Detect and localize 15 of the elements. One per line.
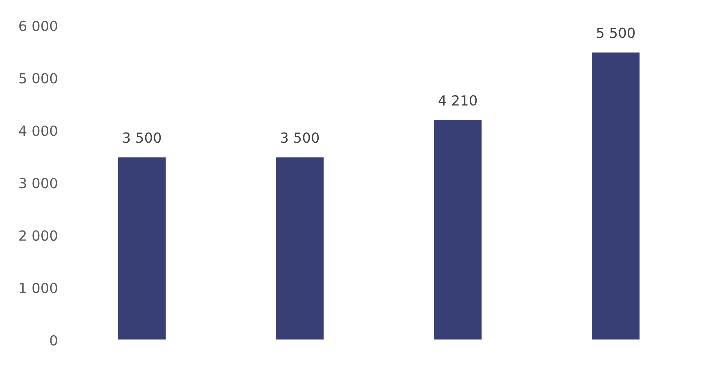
y-tick-label: 3 000 [20,178,58,189]
y-tick-label: 0 [50,335,58,346]
bar [432,119,484,340]
y-tick-label: 4 000 [19,126,58,136]
y-tick-label: 1 000 [20,282,58,294]
y-tick-label: 2 000 [20,230,58,242]
y-tick-label: 5 000 [20,73,58,84]
text: 5 500 [597,28,635,38]
y-tick-label: 6 000 [20,20,58,32]
bar [590,51,642,340]
bar [116,156,168,340]
text: 3 500 [281,132,320,144]
text: 4 210 [438,95,478,106]
text: 3 500 [123,132,162,144]
bar [274,156,326,340]
